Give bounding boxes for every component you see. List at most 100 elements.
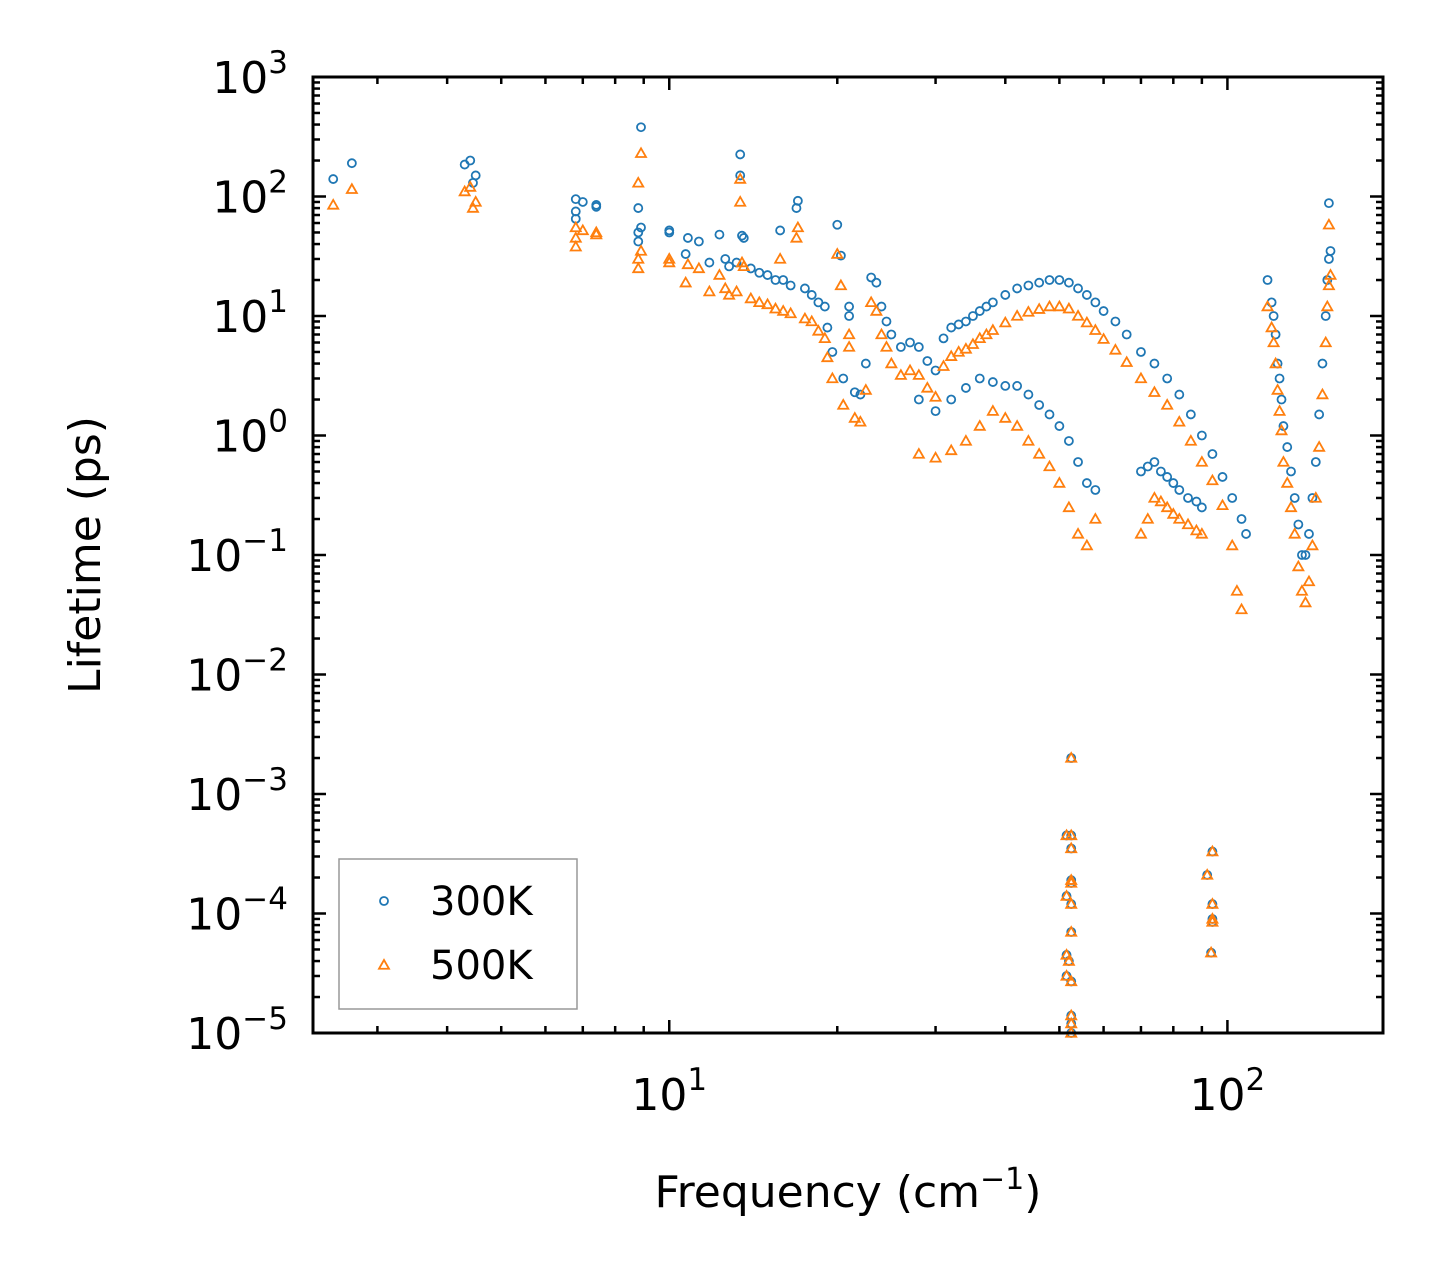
data-point [973,419,987,431]
data-point [974,306,985,316]
data-point [1268,311,1279,321]
data-point [328,174,339,184]
data-point [631,261,645,274]
y-tick-label: 100 [212,404,288,463]
data-point [463,180,477,192]
data-point [1189,523,1203,536]
data-point [860,358,871,369]
data-point [1160,500,1174,513]
data-point [903,363,917,376]
data-point [1042,459,1057,472]
data-point [1081,290,1092,300]
data-point [636,122,646,133]
data-point [1195,527,1209,539]
data-point [1191,496,1202,507]
data-point [1314,409,1325,420]
data-point [1064,873,1078,885]
data-point [633,203,644,213]
data-point [662,252,676,264]
data-point [591,201,602,212]
data-point [1291,559,1305,572]
data-point [1196,430,1207,441]
data-point [1147,491,1161,503]
data-point [1062,301,1076,314]
data-point [819,301,830,312]
data-point [1322,217,1336,230]
data-point [754,267,765,278]
x-axis-label: Frequency (cm−1) [655,1162,1042,1218]
data-point [1265,320,1279,333]
data-point [912,368,926,380]
data-point [835,250,846,261]
data-point [1310,457,1321,467]
data-point [961,316,971,327]
data-point [961,383,971,393]
data-point [1300,550,1311,560]
data-point [1323,268,1338,280]
data-point [881,316,892,327]
data-point [733,172,747,184]
data-point [1234,602,1249,615]
data-point [1064,876,1078,888]
data-point [1162,373,1173,384]
data-point [466,201,480,213]
data-point [1276,394,1287,405]
data-point [636,222,646,233]
data-point [998,411,1012,423]
data-point [345,182,359,194]
data-point [853,415,867,427]
data-point [871,277,882,288]
data-point [998,315,1012,328]
data-point [827,347,838,357]
data-point [1149,457,1160,467]
data-point [683,233,693,243]
data-point [1289,493,1300,503]
data-point [1236,514,1247,524]
data-point [886,329,897,340]
data-point [986,323,1000,335]
data-point [776,304,790,316]
data-point [894,368,908,380]
data-point [1312,440,1326,452]
data-point [577,197,588,207]
plot-area [326,122,1338,1038]
data-point [1134,527,1148,539]
data-point [1269,356,1283,369]
data-point [800,283,810,294]
legend: 300K 500K [338,858,578,1010]
data-point [775,225,786,236]
data-point [930,406,941,417]
data-point [789,231,804,243]
data-point [848,411,862,423]
y-tick-label: 10−4 [186,882,288,941]
data-point [1297,550,1307,560]
data-point [1260,299,1275,312]
y-tick-label: 10−3 [186,762,288,821]
data-point [834,278,848,291]
data-point [1204,945,1218,958]
data-point [634,244,648,256]
data-point [1227,493,1238,503]
data-point [805,314,819,327]
data-point [1136,466,1146,477]
data-point [792,195,803,206]
data-point [825,371,839,384]
data-point [704,257,715,268]
data-point [1064,974,1078,987]
data-point [1274,373,1285,384]
series-500K [326,146,1338,1038]
data-point [1052,299,1066,312]
legend-box [338,858,578,1010]
data-point [633,227,644,238]
data-point [1073,457,1083,467]
data-point [1064,925,1078,937]
legend-label-500K: 500K [430,943,534,989]
data-point [718,281,732,294]
data-point [864,295,878,308]
data-point [714,229,725,240]
data-point [631,176,645,188]
data-point [1044,409,1055,420]
data-point [664,227,675,238]
data-point [936,359,951,371]
data-point [822,322,833,333]
